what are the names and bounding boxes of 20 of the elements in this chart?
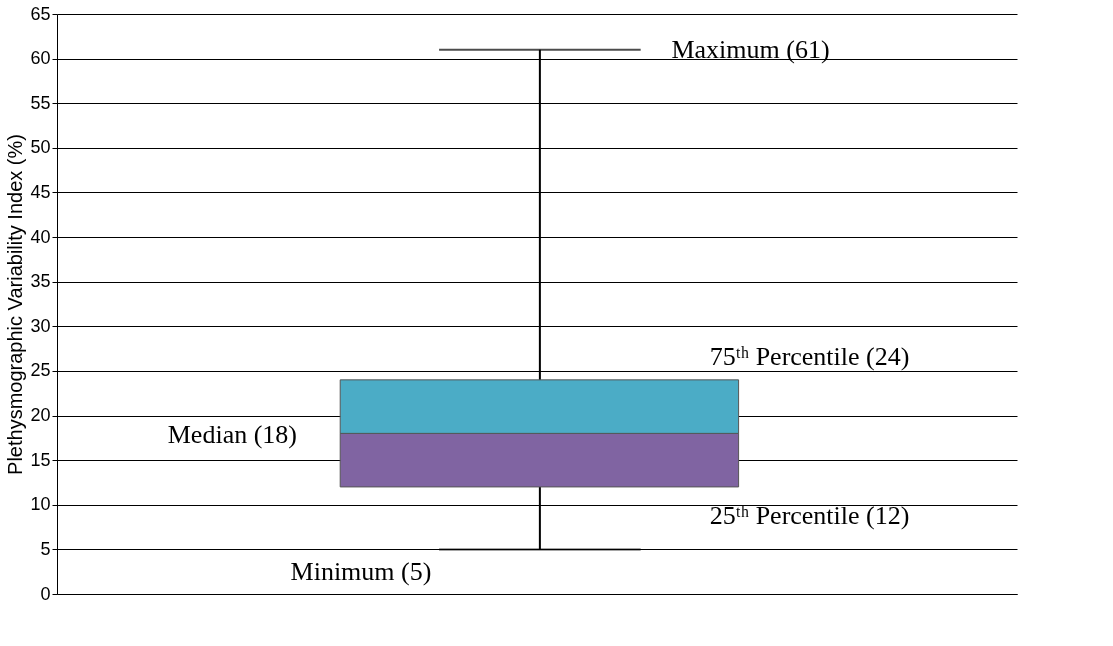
y-tick-label: 65 — [30, 3, 51, 24]
annotation: 25ᵗʰ Percentile (12) — [709, 501, 910, 531]
annotation: 75ᵗʰ Percentile (24) — [709, 341, 910, 371]
y-tick-label: 45 — [30, 181, 51, 202]
y-tick-label: 60 — [30, 48, 51, 69]
y-tick-label: 25 — [30, 360, 51, 381]
y-tick-label: 30 — [30, 315, 51, 336]
y-tick-label: 35 — [30, 271, 51, 292]
y-tick-label: 0 — [40, 583, 51, 604]
annotation: Median (18) — [167, 420, 297, 450]
y-tick-label: 20 — [30, 405, 51, 426]
y-tick-label: 5 — [40, 538, 51, 559]
annotation: Minimum (5) — [290, 556, 432, 586]
annotation: Maximum (61) — [671, 34, 830, 64]
y-tick-label: 10 — [30, 494, 51, 515]
y-tick-label: 50 — [30, 137, 51, 158]
y-tick-label: 55 — [30, 92, 51, 113]
y-tick-label: 15 — [30, 449, 51, 470]
y-tick-label: 40 — [30, 226, 51, 247]
y-axis-title: Plethysmographic Variability Index (%) — [4, 134, 27, 475]
